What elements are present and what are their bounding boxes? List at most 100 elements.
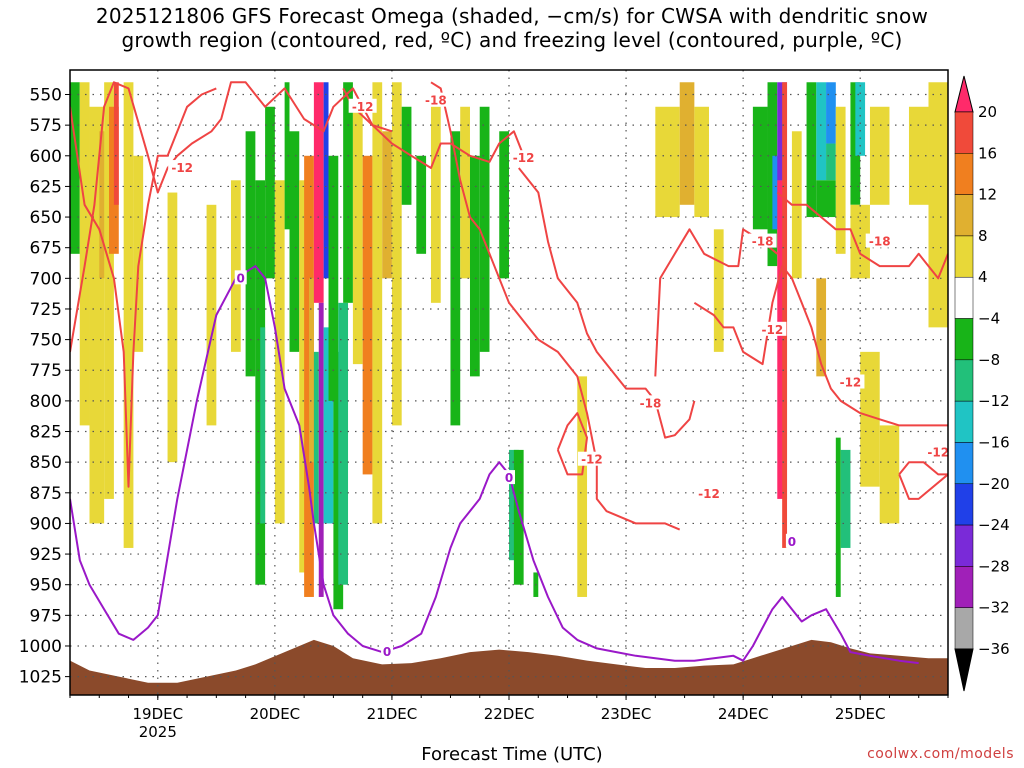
omega-cell [826,82,836,144]
contour-label: -12 [352,100,374,114]
colorbar-label: −20 [978,475,1010,493]
x-tick-label: 21DEC [367,705,418,723]
chart-title-line2: growth region (contoured, red, ºC) and f… [121,28,903,52]
contour-label-bg [234,270,247,285]
omega-cell [826,143,836,181]
y-tick-label: 675 [30,239,62,259]
dgz-contour [693,265,948,427]
contour-label: 0 [788,535,796,549]
y-tick-label: 575 [30,116,62,136]
dgz-contour [342,87,393,133]
colorbar-segment [954,442,974,485]
omega-cell [469,155,480,377]
colorbar-label: −4 [978,310,1000,328]
dgz-contour [518,167,696,439]
omega-cell [816,278,827,377]
contour-label-bg [168,160,197,175]
omega-cell [694,106,709,218]
contour-label: 0 [505,471,513,485]
contour-label-bg [577,451,606,466]
y-tick-label: 850 [30,453,62,473]
terrain-layer [70,639,948,695]
contour-label: 0 [237,271,245,285]
omega-cell [928,82,948,328]
colorbar-segment [954,194,974,237]
contour-label: -18 [752,235,774,249]
chart-title: 2025121806 GFS Forecast Omega (shaded, −… [0,4,1024,52]
omega-cell [679,82,695,205]
dgz-contour [430,81,681,531]
omega-cell [123,82,134,548]
contour-label-bg [381,644,394,659]
omega-cell [313,351,319,524]
omega-cell [313,82,324,303]
contour-label: -18 [425,94,447,108]
y-tick-label: 875 [30,484,62,504]
omega-cell [352,106,363,365]
omega-cell [372,82,383,524]
contour-label-bg [785,533,798,548]
omega-cell [879,425,900,524]
omega-cell [323,327,334,524]
colorbar-top-arrow [954,75,974,113]
dgz-contour [898,461,948,500]
contour-label: -18 [869,235,891,249]
chart-title-line1: 2025121806 GFS Forecast Omega (shaded, −… [95,4,929,28]
omega-cell [782,82,788,548]
contour-label-bg [836,374,865,389]
dgz-contour [556,412,588,476]
omega-cell [245,131,256,377]
colorbar-label: −12 [978,392,1010,410]
colorbar-segment [954,111,974,154]
contour-label-bg [748,233,777,248]
omega-cell [104,82,114,499]
x-tick-sublabel: 2025 [139,723,177,741]
y-tick-label: 600 [30,147,62,167]
omega-cell [850,204,870,279]
y-tick-label: 550 [30,86,62,106]
omega-cell [401,106,412,205]
omega-cell [777,180,788,499]
contour-label-bg [421,92,450,107]
omega-cell [869,106,890,205]
omega-cell [391,82,402,426]
terrain-fill [70,639,948,695]
colorbar-segment [954,400,974,443]
x-tick-label: 24DEC [718,705,769,723]
omega-cell [343,82,353,303]
omega-cell [860,351,880,487]
colorbar-label: 8 [978,227,988,245]
omega-cell [318,302,324,597]
colorbar-label: −16 [978,433,1010,451]
y-tick-label: 775 [30,361,62,381]
y-axis: 550 575 600 625 650 675 700 725 750 775 800 825 850 8… [19,86,70,688]
colorbar-segment [954,153,974,195]
y-tick-label: 1025 [19,668,62,688]
source-credit[interactable]: coolwx.com/models [867,746,1014,762]
y-tick-label: 700 [30,269,62,289]
colorbar-label: −32 [978,599,1010,617]
y-tick-label: 825 [30,423,62,443]
omega-cell [816,180,836,218]
y-tick-label: 925 [30,545,62,565]
colorbar-segment [954,524,974,567]
colorbar-label: −28 [978,557,1010,575]
omega-cell [655,106,680,218]
omega-cell [167,192,178,463]
omega-cell [416,155,427,254]
colorbar-segment [954,483,974,526]
contour-label: -12 [840,376,862,390]
colorbar: 20 16 12 8 4 −4 −8 −12 −16 −20 −24 −28 −32 −36 [954,75,1010,692]
omega-cell [450,131,461,426]
colorbar-label: 12 [978,186,997,204]
omega-cell [206,204,217,426]
omega-cell [70,82,80,254]
colorbar-segment [954,607,974,650]
dgz-contour [776,191,948,280]
y-tick-label: 800 [30,392,62,412]
x-tick-label: 25DEC [835,705,886,723]
contour-label: -12 [698,487,720,501]
colorbar-segment [954,318,974,361]
colorbar-bottom-arrow [954,648,974,692]
omega-cell [840,449,851,548]
